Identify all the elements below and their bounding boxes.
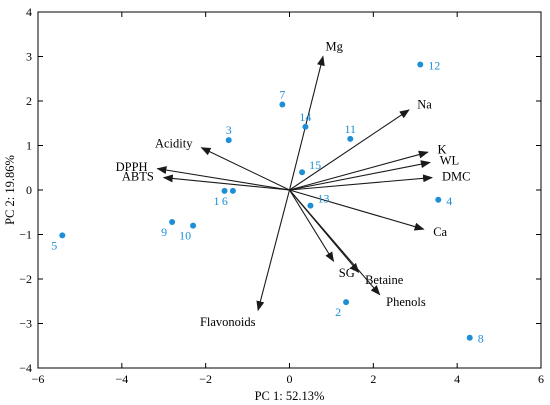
vector-abts bbox=[162, 174, 290, 191]
y-axis-title: PC 2: 19.86% bbox=[3, 155, 17, 225]
vector-label-k: K bbox=[437, 143, 446, 157]
score-label-12: 12 bbox=[428, 59, 440, 73]
score-label-4: 4 bbox=[446, 194, 452, 208]
vector-acidity bbox=[200, 147, 290, 191]
vector-label-dpph: DPPH bbox=[116, 160, 148, 174]
score-point-15 bbox=[299, 169, 306, 176]
score-label-9: 9 bbox=[161, 225, 167, 239]
vector-flavonoids bbox=[256, 189, 291, 312]
score-label-14: 14 bbox=[299, 110, 311, 124]
score-label-6: 6 bbox=[222, 194, 228, 208]
vector-label-flavonoids: Flavonoids bbox=[200, 315, 256, 329]
vector-label-ca: Ca bbox=[433, 225, 447, 239]
score-point-4 bbox=[435, 196, 442, 203]
score-point-9 bbox=[169, 219, 176, 226]
vector-sg bbox=[289, 189, 335, 263]
score-label-11: 11 bbox=[344, 122, 356, 136]
score-point-5 bbox=[59, 232, 66, 239]
score-point-2 bbox=[343, 299, 350, 306]
score-point-7 bbox=[279, 101, 286, 108]
score-point-12 bbox=[417, 61, 424, 68]
x-tick-label: 0 bbox=[287, 372, 293, 386]
y-tick-label: −1 bbox=[19, 228, 32, 242]
vector-mg bbox=[288, 55, 325, 191]
vector-label-phenols: Phenols bbox=[386, 295, 426, 309]
score-label-7: 7 bbox=[279, 88, 285, 102]
vector-dpph bbox=[156, 166, 290, 191]
x-tick-label: 6 bbox=[538, 372, 544, 386]
vector-k bbox=[289, 150, 429, 191]
vector-label-mg: Mg bbox=[325, 40, 343, 54]
y-tick-label: 2 bbox=[26, 94, 32, 108]
vector-label-abts: ABTS bbox=[122, 170, 154, 184]
y-tick-label: −4 bbox=[19, 361, 32, 375]
x-tick-label: −4 bbox=[115, 372, 128, 386]
y-tick-label: 0 bbox=[26, 183, 32, 197]
vector-label-sg: SG bbox=[339, 266, 355, 280]
score-point-13 bbox=[307, 202, 314, 209]
score-point-3 bbox=[225, 137, 232, 144]
score-point-10 bbox=[190, 222, 197, 229]
score-label-1: 1 bbox=[214, 194, 220, 208]
y-tick-label: 4 bbox=[26, 5, 32, 19]
score-label-3: 3 bbox=[226, 123, 232, 137]
score-label-13: 13 bbox=[317, 192, 329, 206]
vector-wl bbox=[289, 160, 431, 191]
score-point-6 bbox=[229, 187, 236, 194]
score-label-5: 5 bbox=[51, 238, 57, 252]
vector-ca bbox=[289, 189, 425, 231]
score-label-10: 10 bbox=[179, 229, 191, 243]
score-point-8 bbox=[466, 334, 473, 341]
score-point-11 bbox=[347, 135, 354, 142]
vector-label-betaine: Betaine bbox=[365, 273, 404, 287]
vector-label-na: Na bbox=[417, 97, 432, 111]
y-tick-label: 1 bbox=[26, 139, 32, 153]
score-label-2: 2 bbox=[335, 305, 341, 319]
vector-dmc bbox=[289, 174, 434, 191]
x-tick-label: −2 bbox=[199, 372, 212, 386]
vector-label-dmc: DMC bbox=[442, 170, 470, 184]
score-point-14 bbox=[302, 123, 309, 130]
vector-na bbox=[289, 109, 410, 191]
x-axis-title: PC 1: 52.13% bbox=[255, 389, 325, 403]
vector-label-acidity: Acidity bbox=[155, 136, 193, 150]
x-tick-label: 2 bbox=[370, 372, 376, 386]
y-tick-label: −3 bbox=[19, 317, 32, 331]
vector-label-wl: WL bbox=[440, 153, 459, 167]
score-point-1 bbox=[221, 187, 228, 194]
score-label-15: 15 bbox=[309, 158, 321, 172]
x-tick-label: 4 bbox=[454, 372, 460, 386]
x-tick-label: −6 bbox=[32, 372, 45, 386]
vector-phenols bbox=[289, 189, 381, 296]
score-label-8: 8 bbox=[478, 332, 484, 346]
y-tick-label: −2 bbox=[19, 272, 32, 286]
loading-vectors: Mg Na KWL DMC Ca Betaine Phenols SG Flavonoids Ac… bbox=[116, 40, 471, 330]
y-tick-label: 3 bbox=[26, 50, 32, 64]
